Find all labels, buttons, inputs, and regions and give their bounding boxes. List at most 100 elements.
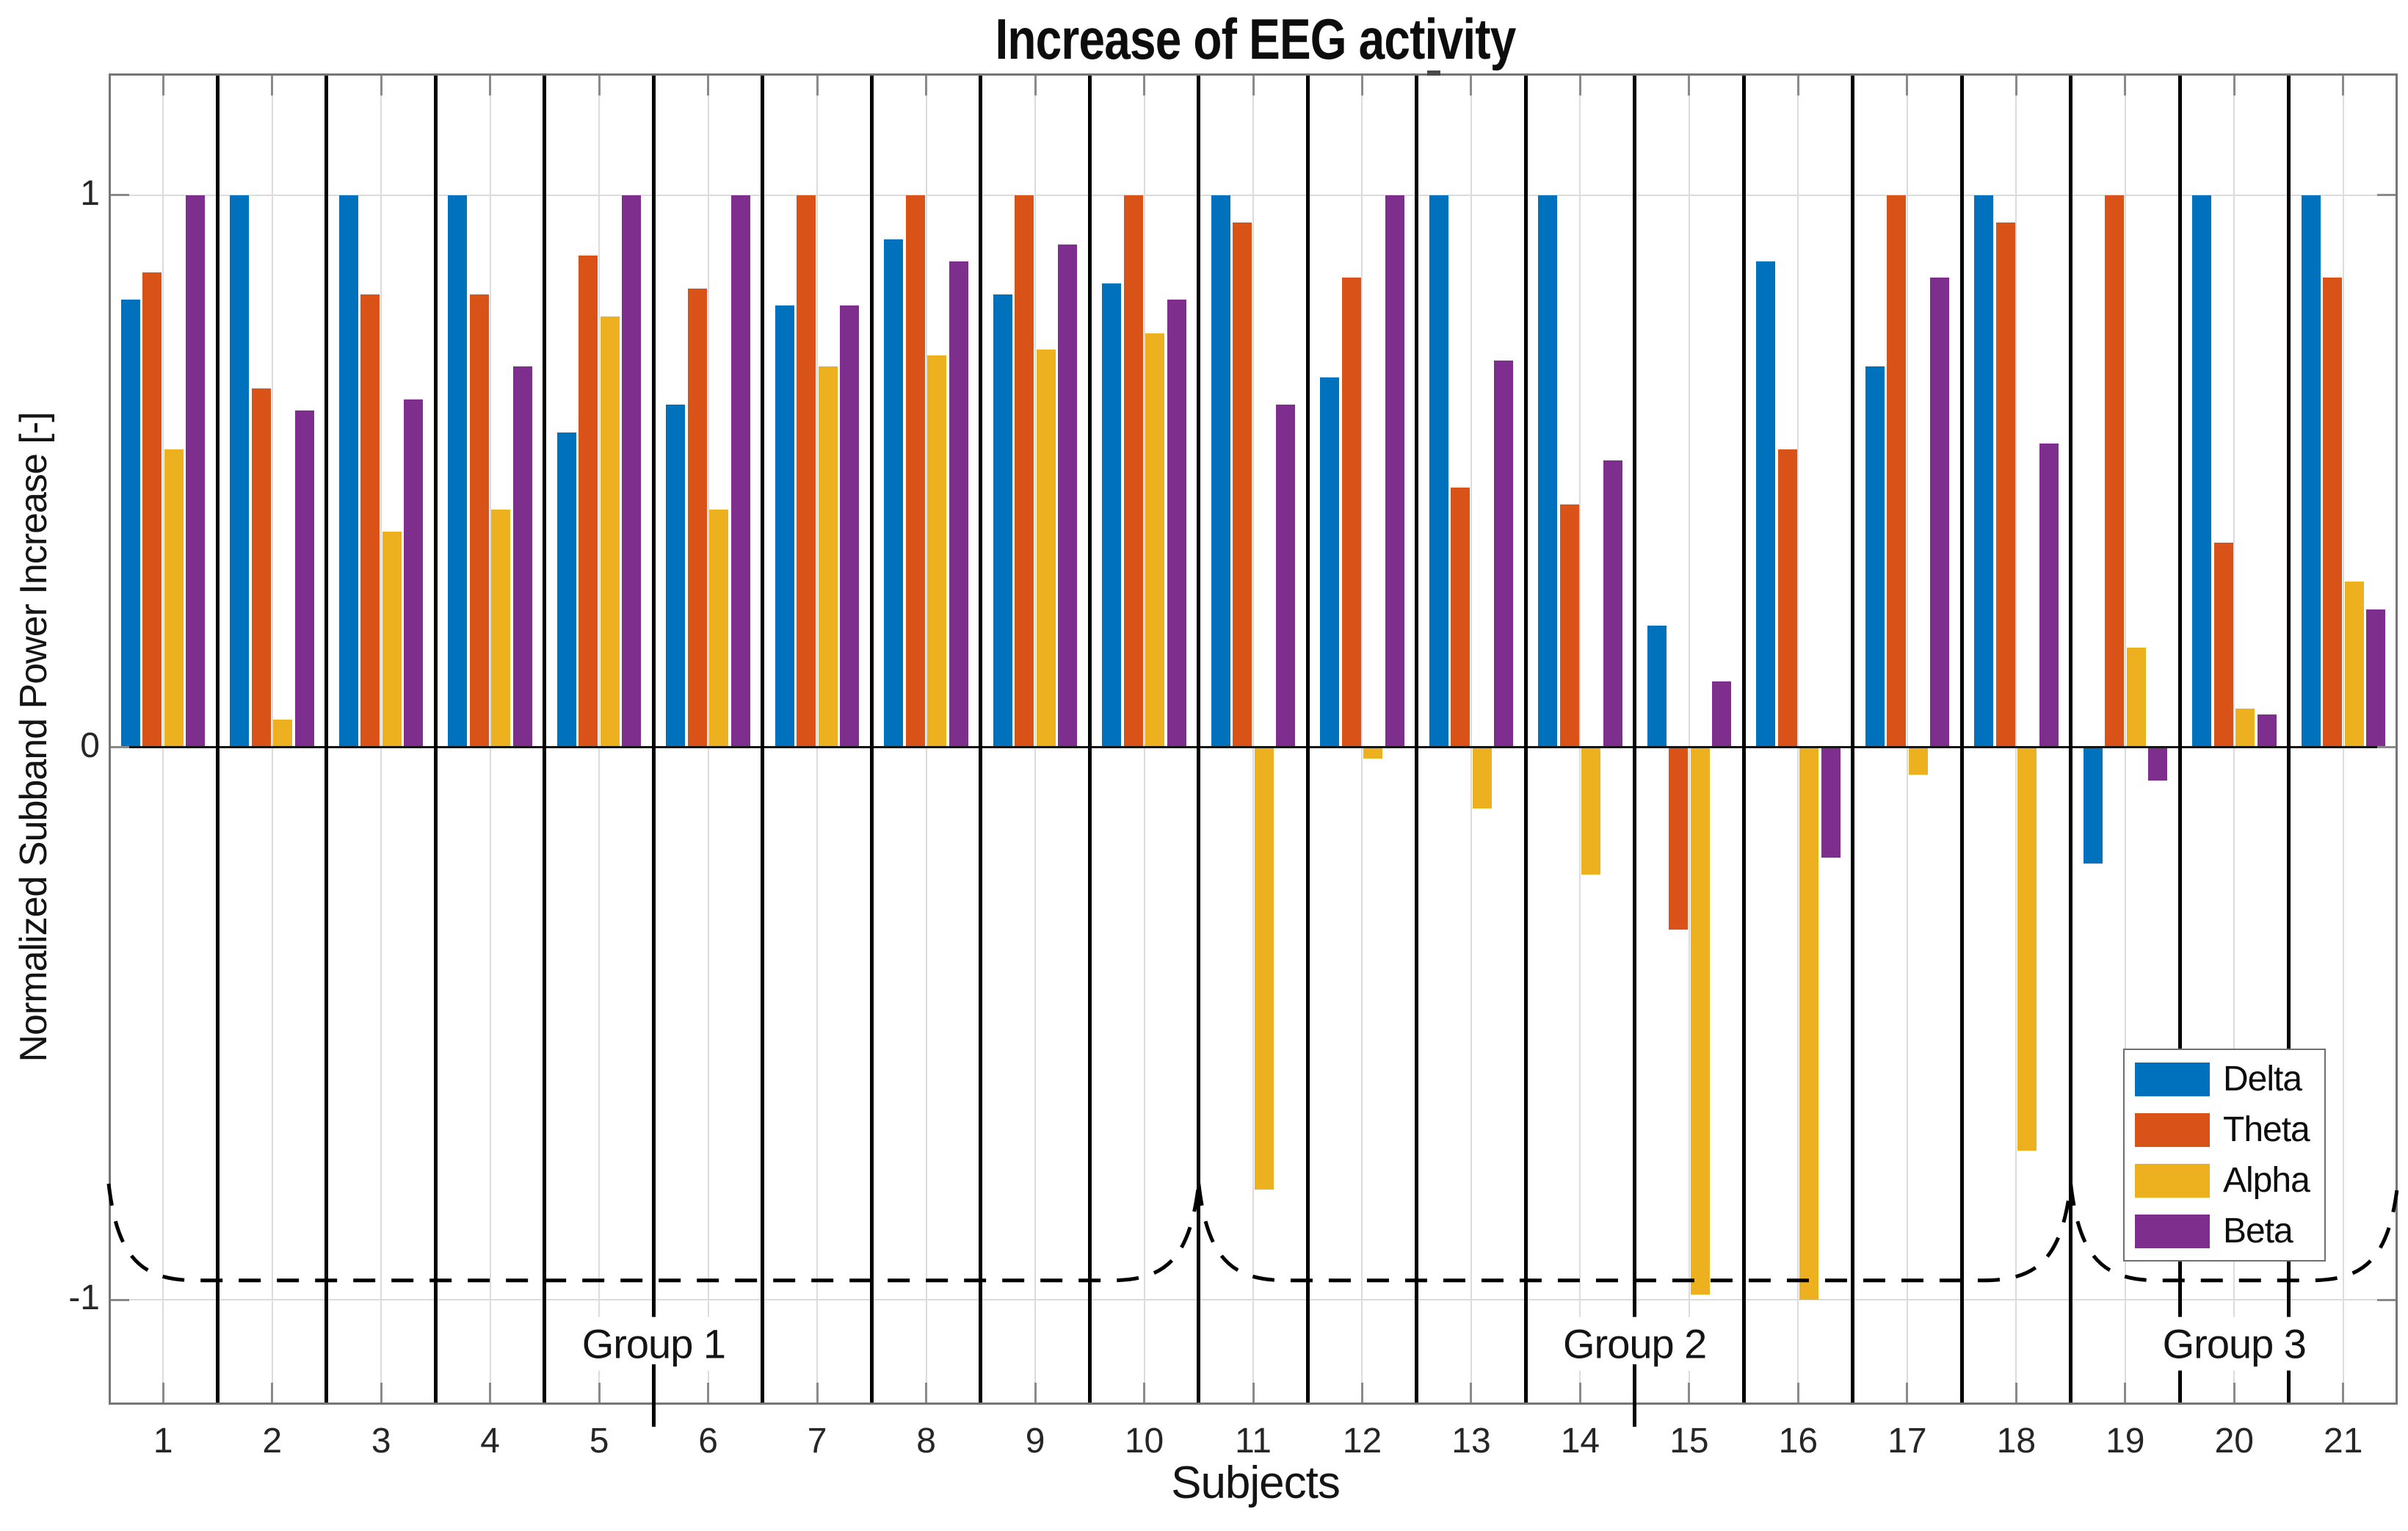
bar-alpha-subject-8 xyxy=(927,355,947,748)
bar-beta-subject-15 xyxy=(1712,681,1732,748)
x-tick-top xyxy=(1252,73,1255,95)
bar-theta-subject-17 xyxy=(1887,195,1907,748)
bar-beta-subject-13 xyxy=(1494,361,1514,748)
group-label: Group 1 xyxy=(570,1317,738,1371)
legend-item-beta: Beta xyxy=(2135,1211,2310,1251)
bar-beta-subject-21 xyxy=(2366,609,2385,748)
x-tick-bottom xyxy=(271,1383,274,1405)
x-tick-label: 7 xyxy=(807,1422,827,1461)
brace-group-3 xyxy=(2069,1183,2400,1283)
y-tick-label: -1 xyxy=(68,1278,100,1318)
subject-separator-line xyxy=(1087,73,1092,1405)
v-gridline xyxy=(2233,73,2235,1405)
bar-delta-subject-1 xyxy=(120,300,140,748)
bar-alpha-subject-13 xyxy=(1472,747,1492,808)
x-tick-label: 2 xyxy=(262,1422,283,1461)
subject-separator-line xyxy=(433,73,438,1405)
x-tick-label: 17 xyxy=(1887,1422,1927,1461)
bar-alpha-subject-21 xyxy=(2344,582,2364,748)
bar-theta-subject-9 xyxy=(1015,195,1034,748)
v-gridline xyxy=(2124,73,2126,1405)
zero-line xyxy=(109,746,2398,749)
x-tick-label: 21 xyxy=(2324,1422,2363,1461)
legend-item-delta: Delta xyxy=(2135,1059,2310,1099)
bar-alpha-subject-14 xyxy=(1581,747,1601,875)
bar-theta-subject-18 xyxy=(1995,222,2015,748)
subject-separator-line xyxy=(1633,73,1637,1405)
bar-beta-subject-3 xyxy=(404,399,424,748)
subject-separator-line xyxy=(761,73,765,1405)
bar-alpha-subject-9 xyxy=(1036,350,1056,748)
legend-item-theta: Theta xyxy=(2135,1110,2310,1150)
x-tick-top xyxy=(2124,73,2127,95)
bar-theta-subject-14 xyxy=(1559,504,1579,748)
y-tick-right xyxy=(2377,746,2398,749)
x-tick-bottom xyxy=(380,1383,382,1405)
bar-alpha-subject-3 xyxy=(382,532,402,748)
bar-theta-subject-13 xyxy=(1451,488,1470,748)
x-tick-top xyxy=(1470,73,1473,95)
subject-separator-line xyxy=(869,73,874,1405)
x-tick-bottom xyxy=(489,1383,492,1405)
x-tick-bottom xyxy=(925,1383,928,1405)
theta-swatch-icon xyxy=(2135,1112,2210,1147)
bar-beta-subject-6 xyxy=(730,195,750,748)
group-brace xyxy=(106,1183,2400,1283)
subject-separator-line xyxy=(1741,73,1746,1405)
brace-group-2 xyxy=(1197,1183,2073,1283)
x-tick-label: 19 xyxy=(2106,1422,2145,1461)
x-tick-label: 10 xyxy=(1124,1422,1164,1461)
bar-beta-subject-8 xyxy=(949,261,968,748)
x-tick-label: 9 xyxy=(1025,1422,1045,1461)
bar-delta-subject-20 xyxy=(2192,195,2212,748)
v-gridline xyxy=(816,73,819,1405)
bar-theta-subject-5 xyxy=(579,256,598,748)
bar-beta-subject-11 xyxy=(1276,405,1296,748)
legend-label: Delta xyxy=(2223,1060,2302,1099)
bar-beta-subject-2 xyxy=(294,410,314,748)
v-gridline xyxy=(2015,73,2017,1405)
v-gridline xyxy=(1797,73,1799,1405)
subject-separator-line xyxy=(1415,73,1419,1405)
bar-theta-subject-6 xyxy=(687,289,707,748)
x-tick-bottom xyxy=(707,1383,710,1405)
v-gridline xyxy=(1361,73,1363,1405)
bar-delta-subject-13 xyxy=(1429,195,1448,748)
bar-beta-subject-10 xyxy=(1167,300,1186,748)
bar-delta-subject-19 xyxy=(2083,747,2103,864)
beta-swatch-icon xyxy=(2135,1214,2210,1248)
bar-beta-subject-5 xyxy=(622,195,642,748)
x-tick-label: 1 xyxy=(153,1422,173,1461)
bar-delta-subject-3 xyxy=(338,195,358,748)
bar-theta-subject-12 xyxy=(1341,278,1361,748)
v-gridline xyxy=(1688,73,1690,1405)
x-tick-top xyxy=(2233,73,2235,95)
x-tick-bottom xyxy=(1688,1383,1691,1405)
bar-delta-subject-10 xyxy=(1102,283,1122,748)
x-tick-top xyxy=(1796,73,1799,95)
bar-beta-subject-19 xyxy=(2148,747,2168,781)
bar-beta-subject-17 xyxy=(1930,278,1950,748)
bar-delta-subject-8 xyxy=(884,239,904,748)
bar-theta-subject-3 xyxy=(360,294,380,748)
x-tick-label: 16 xyxy=(1778,1422,1818,1461)
v-gridline xyxy=(1034,73,1037,1405)
x-tick-bottom xyxy=(162,1383,164,1405)
v-gridline xyxy=(925,73,927,1405)
bar-alpha-subject-20 xyxy=(2235,709,2255,748)
subject-separator-line xyxy=(1959,73,1964,1405)
v-gridline xyxy=(1470,73,1472,1405)
v-gridline xyxy=(271,73,273,1405)
bar-alpha-subject-17 xyxy=(1908,747,1928,775)
alpha-swatch-icon xyxy=(2135,1163,2210,1198)
bar-alpha-subject-12 xyxy=(1363,747,1383,759)
bar-theta-subject-10 xyxy=(1123,195,1143,748)
x-tick-label: 15 xyxy=(1669,1422,1709,1461)
bar-delta-subject-5 xyxy=(556,432,576,748)
bar-delta-subject-17 xyxy=(1865,366,1885,748)
x-tick-top xyxy=(2014,73,2017,95)
x-tick-top xyxy=(489,73,492,95)
x-tick-top xyxy=(707,73,710,95)
x-tick-bottom xyxy=(1578,1383,1581,1405)
bar-delta-subject-2 xyxy=(230,195,250,748)
